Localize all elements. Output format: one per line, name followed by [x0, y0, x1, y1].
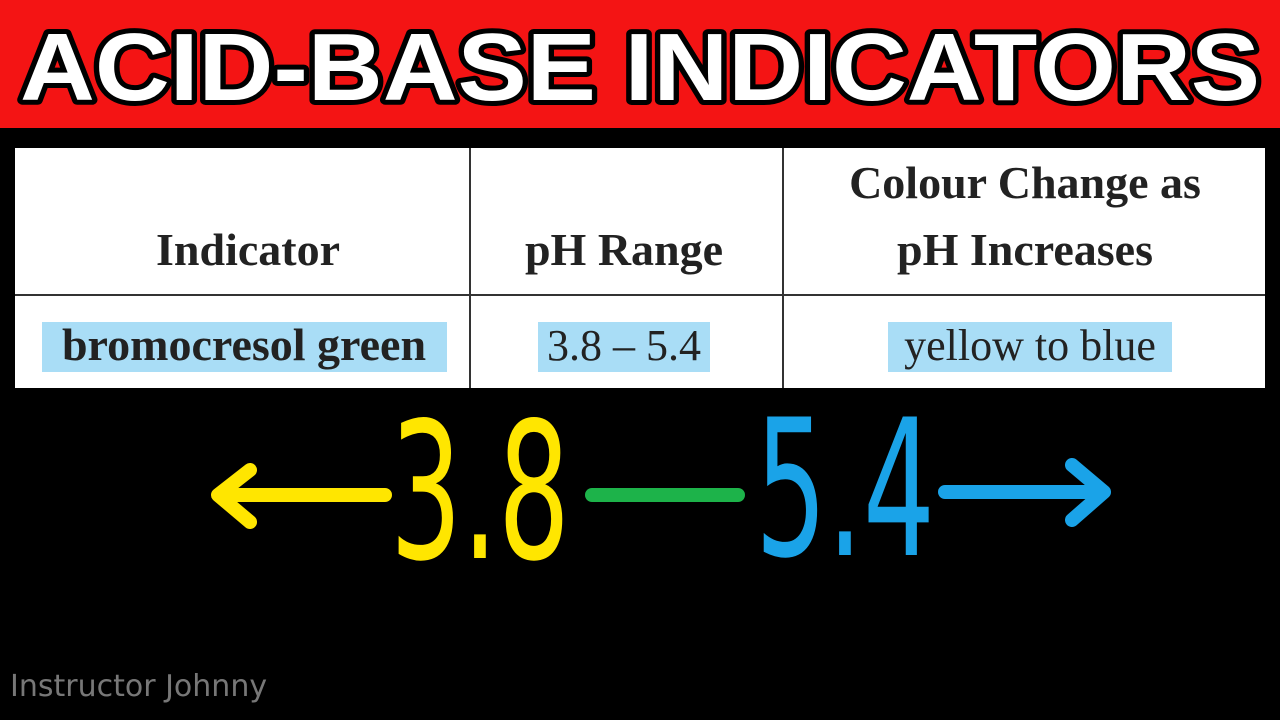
- acid-arrow: [211, 463, 392, 529]
- watermark: Instructor Johnny: [10, 669, 267, 704]
- high-ph-label: 5.4: [755, 379, 935, 600]
- table-cell: yellow to blue: [904, 321, 1156, 370]
- column-header: Colour Change as: [849, 157, 1201, 208]
- title: ACID-BASE INDICATORS: [20, 14, 1260, 121]
- table-cell: bromocresol green: [62, 319, 426, 370]
- ph-scale: [211, 458, 1111, 529]
- table: Indicator pH Range Colour Change as pH I…: [15, 148, 1265, 388]
- table-cell: 3.8 – 5.4: [547, 321, 701, 370]
- highlight: [42, 322, 447, 372]
- base-arrow: [938, 458, 1111, 527]
- column-header: pH Increases: [897, 224, 1153, 275]
- title-banner: [0, 0, 1280, 128]
- highlight: [888, 322, 1172, 372]
- highlight: [538, 322, 710, 372]
- low-ph-label: 3.8: [390, 382, 570, 603]
- column-header: pH Range: [525, 224, 723, 275]
- column-header: Indicator: [156, 224, 340, 275]
